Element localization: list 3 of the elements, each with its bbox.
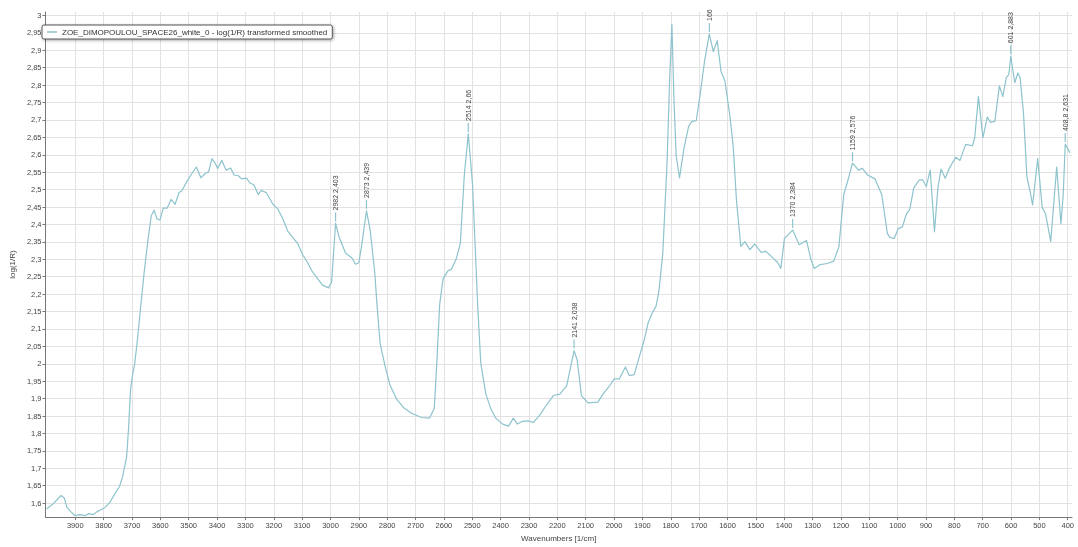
legend-label: ZOE_DIMOPOULOU_SPACE26_white_0 - log(1/R) transformed smoothed — [62, 27, 328, 37]
y-axis-title: log(1/R) — [7, 249, 17, 279]
x-axis-title: Wavenumbers [1/cm] — [521, 533, 597, 543]
